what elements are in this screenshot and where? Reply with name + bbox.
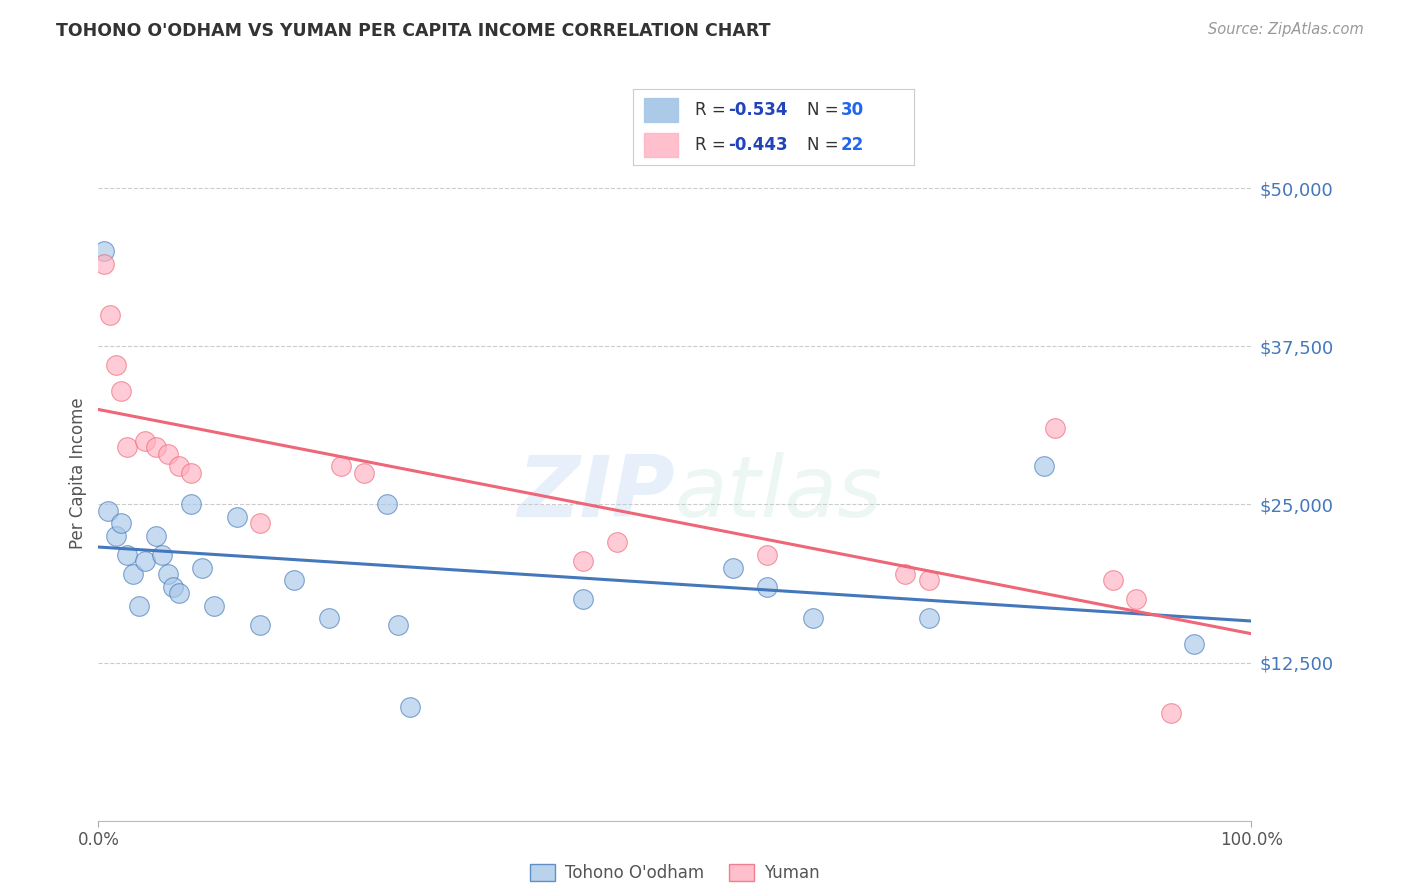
Text: Source: ZipAtlas.com: Source: ZipAtlas.com (1208, 22, 1364, 37)
Point (283, 574, 305, 588)
Point (156, 566, 179, 581)
Point (104, 358, 127, 372)
Point (721, 560, 744, 574)
Point (202, 599, 225, 613)
Point (167, 586, 190, 600)
Point (117, 548, 138, 562)
Point (110, 384, 132, 398)
Point (318, 611, 340, 625)
Point (128, 599, 150, 613)
Point (225, 510, 247, 524)
Point (110, 516, 132, 531)
Y-axis label: Per Capita Income: Per Capita Income (69, 397, 87, 549)
Point (97, 504, 120, 518)
Point (375, 497, 398, 511)
Point (1045, 421, 1067, 435)
Point (134, 434, 156, 449)
Point (1160, 706, 1182, 720)
Text: N =: N = (807, 101, 844, 119)
Point (329, 459, 352, 474)
Text: R =: R = (695, 101, 731, 119)
Point (1102, 574, 1125, 588)
Point (145, 529, 167, 543)
Point (145, 441, 167, 455)
Point (1125, 592, 1147, 607)
Point (1032, 459, 1054, 474)
Point (180, 466, 202, 480)
Bar (644, 133, 678, 157)
Point (98, 308, 121, 322)
Point (191, 560, 214, 574)
Text: 30: 30 (841, 101, 863, 119)
Text: N =: N = (807, 136, 844, 154)
Text: ZIP: ZIP (517, 452, 675, 535)
Bar (644, 97, 678, 122)
Text: 22: 22 (841, 136, 865, 154)
Point (353, 466, 375, 480)
Point (756, 548, 779, 562)
Text: atlas: atlas (675, 452, 883, 535)
Point (398, 699, 420, 714)
Point (606, 535, 628, 549)
Text: -0.534: -0.534 (728, 101, 787, 119)
Point (93, 244, 115, 259)
Point (571, 554, 593, 568)
Point (756, 580, 779, 594)
Point (156, 447, 179, 461)
Text: -0.443: -0.443 (728, 136, 787, 154)
Point (167, 459, 190, 474)
Point (387, 617, 409, 632)
Point (917, 574, 939, 588)
Bar (644, 97, 678, 122)
Point (117, 441, 138, 455)
Legend: Tohono O'odham, Yuman: Tohono O'odham, Yuman (523, 857, 827, 888)
Point (249, 617, 271, 632)
Point (180, 497, 202, 511)
Point (150, 548, 173, 562)
Point (104, 529, 127, 543)
Point (917, 611, 939, 625)
Point (249, 516, 271, 531)
Point (93, 257, 115, 271)
Point (162, 580, 184, 594)
Point (1182, 636, 1205, 650)
Point (134, 554, 156, 568)
Text: R =: R = (695, 136, 731, 154)
Text: TOHONO O'ODHAM VS YUMAN PER CAPITA INCOME CORRELATION CHART: TOHONO O'ODHAM VS YUMAN PER CAPITA INCOM… (56, 22, 770, 40)
Point (571, 592, 593, 607)
Point (894, 566, 917, 581)
Point (801, 611, 824, 625)
Point (122, 566, 145, 581)
